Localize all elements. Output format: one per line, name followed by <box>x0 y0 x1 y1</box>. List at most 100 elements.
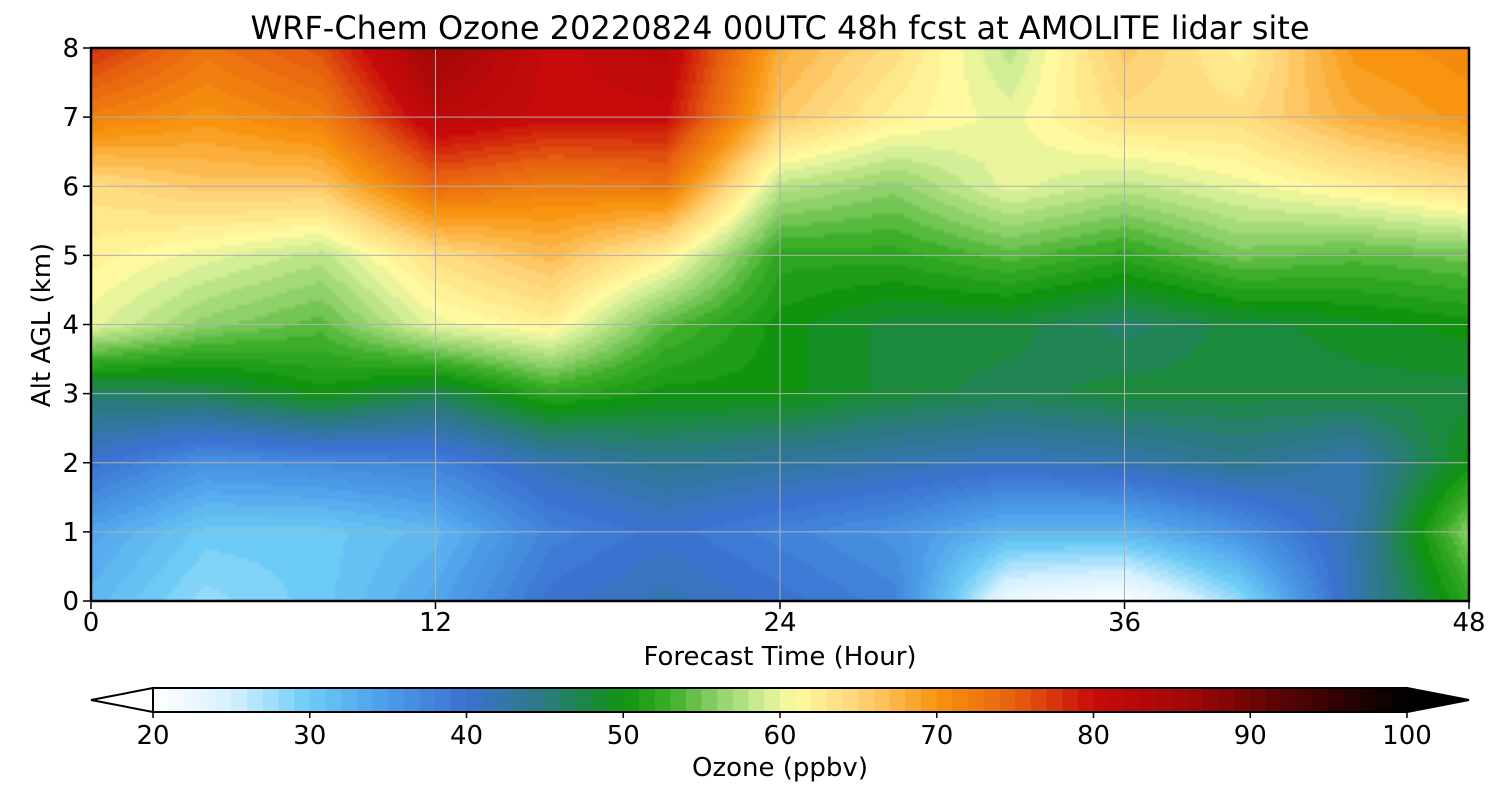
colorbar-tick-label: 30 <box>293 721 326 751</box>
y-axis-label: Alt AGL (km) <box>27 243 57 407</box>
colorbar-cell <box>231 688 248 712</box>
colorbar-label: Ozone (ppbv) <box>692 753 868 783</box>
colorbar-cell <box>1297 688 1314 712</box>
colorbar-cell <box>419 688 436 712</box>
colorbar-cell <box>247 688 264 712</box>
colorbar-cell <box>325 688 342 712</box>
x-tick-label: 36 <box>1108 608 1141 638</box>
colorbar-cell <box>1140 688 1157 712</box>
colorbar-tick-label: 20 <box>136 721 169 751</box>
colorbar-cell <box>764 688 781 712</box>
colorbar-cell <box>811 688 828 712</box>
colorbar-tick-label: 60 <box>763 721 796 751</box>
colorbar-cell <box>529 688 546 712</box>
colorbar-cell <box>1015 688 1032 712</box>
colorbar-cell <box>356 688 374 712</box>
colorbar-cell <box>1109 688 1126 712</box>
colorbar-cell <box>1156 688 1173 712</box>
colorbar-cell <box>874 688 891 712</box>
colorbar-cell <box>1062 688 1079 712</box>
colorbar-cell <box>1218 688 1236 712</box>
colorbar-cell <box>1281 688 1298 712</box>
colorbar-cell <box>952 688 969 712</box>
y-axis: 0 1 2 3 4 5 6 7 8 <box>62 34 91 617</box>
colorbar-cell <box>435 688 452 712</box>
colorbar: 20 30 40 50 60 70 80 90 100 Ozone (ppbv) <box>90 686 1470 783</box>
y-tick-label: 7 <box>62 103 79 133</box>
colorbar-cell <box>889 688 906 712</box>
colorbar-cell <box>466 688 483 712</box>
colorbar-cell <box>654 688 671 712</box>
y-tick-label: 5 <box>62 241 79 271</box>
colorbar-under-triangle <box>90 686 154 714</box>
colorbar-cell <box>1265 688 1283 712</box>
colorbar-tick-label: 80 <box>1077 721 1110 751</box>
grid-lines <box>91 48 1469 601</box>
colorbar-cell <box>200 688 217 712</box>
colorbar-cell <box>842 688 859 712</box>
colorbar-cell <box>309 688 327 712</box>
colorbar-cell <box>1077 688 1095 712</box>
colorbar-cell <box>294 688 311 712</box>
colorbar-cell <box>1344 688 1361 712</box>
x-tick-label: 0 <box>83 608 100 638</box>
colorbar-cell <box>1203 688 1220 712</box>
x-axis: 0 12 24 36 48 <box>83 601 1486 638</box>
y-tick-label: 3 <box>62 380 79 410</box>
colorbar-cell <box>1093 688 1110 712</box>
colorbar-over-triangle <box>1406 686 1470 714</box>
colorbar-cell <box>732 688 750 712</box>
colorbar-cell <box>1046 688 1063 712</box>
y-tick-label: 4 <box>62 311 79 341</box>
colorbar-tick-label: 90 <box>1234 721 1267 751</box>
colorbar-cell <box>905 688 922 712</box>
x-tick-label: 12 <box>419 608 452 638</box>
colorbar-cell <box>685 688 703 712</box>
colorbar-cell <box>999 688 1016 712</box>
colorbar-tick-label: 50 <box>607 721 640 751</box>
colorbar-cell <box>544 688 562 712</box>
colorbar-cell <box>795 688 812 712</box>
chart-title: WRF-Chem Ozone 20220824 00UTC 48h fcst a… <box>250 9 1309 47</box>
colorbar-cell <box>1250 688 1267 712</box>
colorbar-cell <box>513 688 530 712</box>
colorbar-cell <box>701 688 718 712</box>
colorbar-cell <box>936 688 954 712</box>
colorbar-cell <box>497 688 515 712</box>
x-tick-label: 48 <box>1452 608 1485 638</box>
colorbar-cells <box>153 688 1408 712</box>
colorbar-cell <box>968 688 985 712</box>
plot-area <box>89 46 1471 603</box>
y-tick-label: 6 <box>62 172 79 202</box>
colorbar-cell <box>388 688 405 712</box>
colorbar-cell <box>262 688 279 712</box>
colorbar-cell <box>921 688 938 712</box>
colorbar-cell <box>1171 688 1189 712</box>
colorbar-cell <box>450 688 468 712</box>
colorbar-cell <box>1030 688 1048 712</box>
colorbar-cell <box>576 688 593 712</box>
colorbar-cell <box>638 688 656 712</box>
colorbar-cell <box>1391 688 1408 712</box>
colorbar-cell <box>372 688 389 712</box>
colorbar-cell <box>827 688 844 712</box>
colorbar-cell <box>278 688 295 712</box>
colorbar-cell <box>153 688 170 712</box>
y-tick-label: 0 <box>62 587 79 617</box>
y-tick-label: 1 <box>62 518 79 548</box>
y-tick-label: 2 <box>62 449 79 479</box>
colorbar-cell <box>184 688 201 712</box>
colorbar-cell <box>1312 688 1330 712</box>
x-axis-label: Forecast Time (Hour) <box>643 642 916 672</box>
colorbar-cell <box>560 688 577 712</box>
colorbar-cell <box>591 688 609 712</box>
y-tick-label: 8 <box>62 34 79 64</box>
colorbar-tick-label: 100 <box>1382 721 1432 751</box>
colorbar-cell <box>1187 688 1204 712</box>
colorbar-cell <box>623 688 640 712</box>
colorbar-cell <box>1328 688 1345 712</box>
colorbar-cell <box>215 688 232 712</box>
colorbar-tick-label: 70 <box>920 721 953 751</box>
colorbar-cell <box>1359 688 1377 712</box>
colorbar-cell <box>1234 688 1251 712</box>
